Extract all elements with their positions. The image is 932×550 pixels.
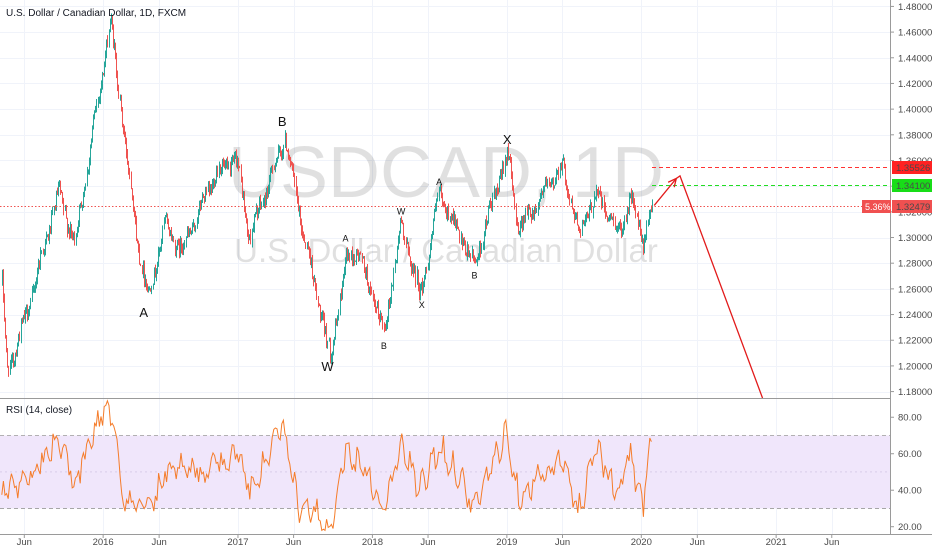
price-axis-label: 1.20000 (898, 361, 932, 372)
projection-line (653, 174, 764, 399)
wave-label: A (139, 305, 148, 320)
time-axis-label: 2020 (631, 537, 652, 548)
price-level-label: 1.32479 (896, 202, 930, 213)
wave-label: B (381, 341, 387, 351)
time-axis[interactable]: Jun 2016 Jun 2017 Jun 2018 Jun 2019 Jun 2020 Jun 20… (17, 534, 840, 548)
time-axis-label: Jun (151, 537, 166, 548)
watermark-name: U.S. Dollar / Canadian Dollar (234, 232, 658, 269)
wave-label: A (343, 233, 349, 243)
rsi-axis[interactable]: 20.00 40.00 60.00 80.00 (890, 413, 922, 533)
wave-label: B (278, 114, 287, 129)
watermark: USDCAD, 1D U.S. Dollar / Canadian Dollar (228, 133, 664, 269)
price-level-badge (892, 161, 932, 174)
time-axis-label: 2021 (766, 537, 787, 548)
wave-label: X (503, 132, 512, 147)
price-axis-label: 1.26000 (898, 284, 932, 295)
rsi-axis-label: 60.00 (898, 449, 922, 460)
wave-label: B (471, 271, 477, 281)
time-axis-label: 2017 (227, 537, 248, 548)
watermark-ticker: USDCAD, 1D (228, 133, 664, 213)
time-axis-label: Jun (420, 537, 435, 548)
price-level-labels: 1.35526 1.34100 1.32479 5.36% (862, 161, 932, 213)
price-axis-label: 1.40000 (898, 105, 932, 116)
wave-label: W (397, 206, 406, 216)
price-level-badge (892, 200, 932, 213)
price-axis-label: 1.30000 (898, 233, 932, 244)
price-axis-label: 1.46000 (898, 28, 932, 39)
time-axis-label: Jun (824, 537, 839, 548)
change-label: 5.36% (865, 202, 891, 212)
wave-label: A (436, 177, 442, 187)
rsi-axis-label: 20.00 (898, 522, 922, 533)
price-axis-label: 1.44000 (898, 53, 932, 64)
time-axis-label: Jun (286, 537, 301, 548)
wave-label: X (419, 300, 425, 310)
price-axis-label: 1.28000 (898, 259, 932, 270)
price-axis-label: 1.22000 (898, 336, 932, 347)
projection-arrow-head (667, 177, 678, 188)
price-axis-label: 1.42000 (898, 79, 932, 90)
rsi-band (0, 435, 890, 509)
time-axis-label: Jun (555, 537, 570, 548)
projection-path (653, 174, 764, 399)
price-level-label: 1.35526 (896, 163, 930, 174)
time-axis-label: Jun (690, 537, 705, 548)
price-level-label: 1.34100 (896, 181, 930, 192)
time-axis-label: Jun (17, 537, 32, 548)
rsi-axis-label: 40.00 (898, 486, 922, 497)
price-levels (0, 167, 890, 207)
price-axis-label: 1.38000 (898, 130, 932, 141)
candlestick-series (2, 13, 653, 377)
rsi-line (1, 399, 652, 532)
symbol-title: U.S. Dollar / Canadian Dollar, 1D, FXCM (6, 8, 186, 19)
rsi-title: RSI (14, close) (6, 405, 72, 416)
price-axis-label: 1.48000 (898, 2, 932, 13)
time-axis-label: 2018 (362, 537, 383, 548)
time-axis-label: 2019 (496, 537, 517, 548)
price-level-badge (892, 179, 932, 192)
wave-labels: A B W A B W X A B X (139, 114, 512, 374)
rsi-series (1, 399, 652, 532)
change-badge (862, 200, 891, 213)
price-axis-label: 1.18000 (898, 387, 932, 398)
rsi-axis-label: 80.00 (898, 413, 922, 424)
wave-label: W (321, 359, 334, 374)
price-axis-label: 1.24000 (898, 310, 932, 321)
time-axis-label: 2016 (93, 537, 114, 548)
